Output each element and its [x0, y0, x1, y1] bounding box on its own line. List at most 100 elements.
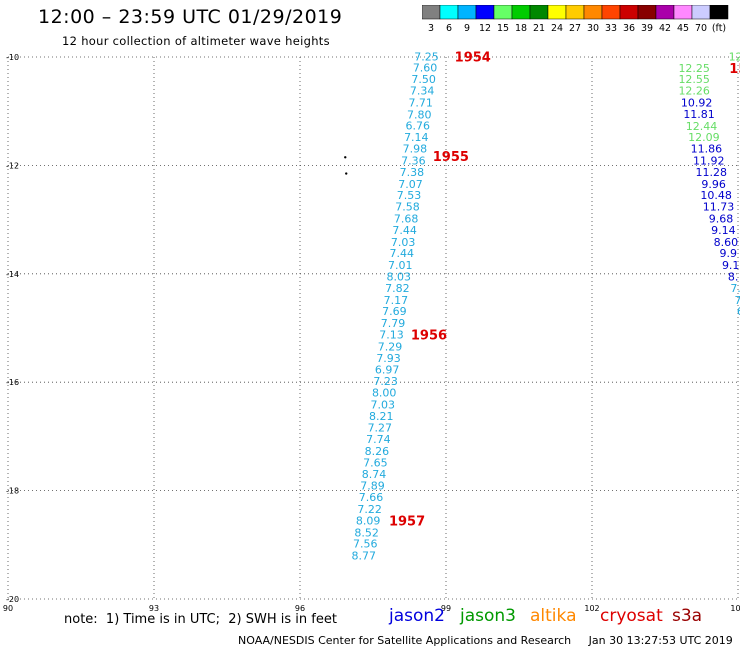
x-tick-label: 102: [584, 604, 599, 613]
wave-height-value: 12.55: [678, 73, 710, 86]
y-tick-label: -12: [6, 161, 19, 170]
wave-height-value: 8.77: [352, 550, 377, 563]
colorbar-label: 70: [695, 23, 707, 34]
wave-height-value: 8.00: [372, 386, 397, 399]
colorbar-label: 33: [605, 23, 617, 34]
colorbar-label: 27: [569, 23, 581, 34]
wave-height-value: 11.73: [703, 201, 735, 214]
wave-height-value: 8.26: [365, 445, 390, 458]
wave-height-value: 8.03: [387, 271, 412, 284]
wave-height-value: 7.34: [410, 85, 435, 98]
x-tick-label: 90: [3, 604, 13, 613]
y-tick-label: -10: [6, 53, 19, 62]
colorbar-label: 24: [551, 23, 563, 34]
wave-height-value: 11.28: [695, 166, 727, 179]
wave-height-value: 7.25: [414, 50, 439, 63]
wave-height-value: 7.07: [398, 178, 423, 191]
wave-height-value: 11.92: [693, 155, 725, 168]
chart-title: 12:00 – 23:59 UTC 01/29/2019: [38, 6, 343, 28]
wave-height-value: 7.80: [407, 108, 432, 121]
x-tick-label: 99: [441, 604, 451, 613]
wave-height-value: 7.71: [408, 97, 433, 110]
wave-height-value: 7.79: [381, 317, 406, 330]
wave-height-value: 10.48: [700, 189, 732, 202]
legend-s3a: s3a: [672, 606, 703, 626]
wave-height-value: 7.60: [413, 61, 438, 74]
colorbar-label: 18: [515, 23, 527, 34]
colorbar-label: 12: [479, 23, 491, 34]
y-tick-label: -18: [6, 487, 19, 496]
stray-mark: [345, 172, 348, 175]
time-label: 1955: [433, 150, 469, 165]
wave-height-value: 7.23: [373, 375, 398, 388]
wave-height-value: 12.26: [678, 85, 710, 98]
colorbar-label: 42: [659, 23, 671, 34]
wave-height-value: 6: [737, 305, 740, 318]
wave-height-value: 7.03: [391, 236, 416, 249]
colorbar-label: 3: [428, 23, 434, 34]
wave-height-value: 7: [735, 294, 740, 307]
wave-height-value: 7.53: [397, 189, 422, 202]
y-tick-label: -20: [6, 595, 19, 604]
wave-height-value: 7.82: [385, 282, 410, 295]
wave-height-value: 9.96: [701, 178, 726, 191]
wave-height-value: 11.86: [691, 143, 723, 156]
wave-height-value: 6.97: [375, 364, 400, 377]
wave-height-value: 7.36: [401, 155, 426, 168]
wave-height-value: 8.21: [369, 410, 394, 423]
wave-height-value: 12.09: [688, 131, 720, 144]
credit-text: NOAA/NESDIS Center for Satellite Applica…: [238, 634, 733, 647]
legend-altika: altika: [530, 606, 577, 626]
wave-height-value: 6.76: [406, 119, 431, 132]
wave-height-value: 7.89: [360, 480, 385, 493]
stray-mark: [344, 156, 347, 159]
time-label: 151: [729, 62, 740, 77]
wave-height-value: 12.25: [678, 62, 710, 75]
x-tick-label: 93: [149, 604, 159, 613]
colorbar-label: (ft): [712, 23, 726, 34]
colorbar-label: 36: [623, 23, 635, 34]
wave-height-value: 8.74: [362, 468, 387, 481]
wave-height-value: 7.65: [363, 456, 388, 469]
wave-height-value: 7.17: [384, 294, 409, 307]
time-label: 1956: [411, 329, 447, 344]
wave-height-value: 7.98: [403, 143, 428, 156]
y-tick-label: -16: [6, 378, 19, 387]
wave-height-value: 8.: [728, 271, 739, 284]
wave-height-value: 7.44: [392, 224, 417, 237]
wave-height-value: 7.27: [368, 422, 393, 435]
wave-height-value: 7.01: [388, 259, 413, 272]
colorbar-label: 21: [533, 23, 545, 34]
wave-height-value: 7.22: [357, 503, 382, 516]
colorbar-label: 39: [641, 23, 653, 34]
wave-height-value: 7.69: [382, 305, 407, 318]
colorbar-label: 9: [464, 23, 470, 34]
note-text: note: 1) Time is in UTC; 2) SWH is in fe…: [64, 612, 337, 627]
wave-height-value: 12.44: [686, 120, 718, 133]
wave-height-value: 12: [729, 50, 740, 63]
wave-height-value: 7.38: [400, 166, 425, 179]
time-label: 1954: [455, 50, 491, 65]
wave-height-value: 7.93: [376, 352, 401, 365]
wave-height-value: 7.14: [404, 131, 429, 144]
y-tick-label: -14: [6, 270, 19, 279]
x-tick-label: 105: [730, 604, 740, 613]
legend-jason3: jason3: [460, 606, 516, 626]
colorbar-label: 15: [497, 23, 509, 34]
colorbar-label: 6: [446, 23, 452, 34]
wave-height-value: 7.: [730, 282, 740, 295]
legend-cryosat: cryosat: [600, 606, 663, 626]
wave-height-value: 7.66: [359, 491, 384, 504]
wave-height-value: 7.03: [370, 398, 395, 411]
wave-height-value: 7.56: [353, 538, 378, 551]
colorbar-swatch: [709, 5, 729, 20]
legend-jason2: jason2: [389, 606, 445, 626]
wave-height-value: 7.68: [394, 213, 419, 226]
colorbar-label: 30: [587, 23, 599, 34]
time-label: 1957: [389, 514, 425, 529]
wave-height-value: 9.68: [709, 213, 734, 226]
x-tick-label: 96: [295, 604, 305, 613]
colorbar-label: 45: [677, 23, 689, 34]
wave-height-colorbar: 3 6 9 12 15 18 21 24 27 30 33 36 39 42 45 70 (ft): [422, 5, 729, 34]
